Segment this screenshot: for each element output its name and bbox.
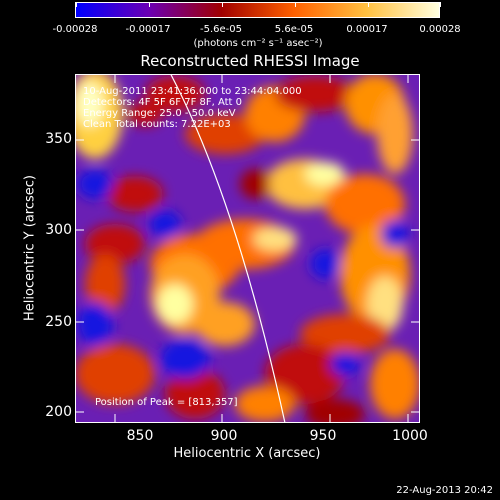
negative-blob: [160, 339, 210, 379]
generation-date: 22-Aug-2013 20:42: [396, 485, 493, 496]
clean-counts-label: Clean Total counts: 7.22E+03: [83, 119, 231, 130]
colorbar-tick-mark: [295, 2, 296, 7]
emission-blob: [253, 227, 297, 251]
detectors-label: Detectors: 4F 5F 6F 7F 8F, Att 0: [83, 97, 243, 108]
rhessi-image: [75, 74, 420, 423]
x-tick-label: 850: [126, 428, 154, 444]
colorbar-tick-label: -0.00028: [52, 24, 98, 35]
plot-frame: [75, 74, 420, 423]
y-tick-label: 250: [45, 314, 72, 330]
x-axis-label: Heliocentric X (arcsec): [173, 446, 321, 461]
negative-blob: [77, 302, 113, 346]
colorbar-tick-mark: [440, 2, 441, 7]
colorbar-tick-label: -0.00017: [125, 24, 171, 35]
emission-blob: [325, 174, 405, 234]
colorbar-tick-label: 0.00028: [419, 24, 461, 35]
colorbar-units: (photons cm⁻² s⁻¹ asec⁻²): [193, 38, 323, 49]
x-tick-label: 900: [210, 428, 238, 444]
colorbar-tick-mark: [368, 2, 369, 7]
x-tick-label: 950: [309, 428, 337, 444]
emission-blob: [240, 169, 270, 199]
emission-blob: [377, 94, 413, 174]
emission-blob: [75, 344, 155, 404]
emission-blob: [235, 386, 295, 422]
negative-blob: [381, 220, 409, 248]
colorbar-tick-mark: [222, 2, 223, 7]
axis-ticks: [75, 74, 420, 423]
peak-position-label: Position of Peak = [813,357]: [95, 397, 238, 408]
emission-blob: [275, 76, 355, 112]
energy-range-label: Energy Range: 25.0 - 50.0 keV: [83, 108, 236, 119]
y-tick-label: 200: [45, 404, 72, 420]
time-range-label: 10-Aug-2011 23:41:36.000 to 23:44:04.000: [83, 86, 302, 97]
emission-blob: [300, 314, 390, 354]
y-axis-label: Heliocentric Y (arcsec): [22, 175, 38, 321]
emission-blob: [85, 224, 145, 264]
emission-blob: [107, 176, 163, 212]
colorbar: [75, 2, 441, 18]
emission-blob: [305, 162, 345, 186]
colorbar-tick-label: -5.6e-05: [200, 24, 242, 35]
negative-blob: [310, 249, 340, 279]
colorbar-tick-mark: [149, 2, 150, 7]
emission-blob: [265, 344, 345, 404]
emission-blob: [305, 399, 365, 423]
emission-blob: [195, 302, 255, 346]
emission-blob: [76, 82, 104, 126]
y-tick-label: 300: [45, 222, 72, 238]
emission-blobs: [75, 74, 420, 423]
emission-blob: [370, 349, 420, 419]
y-tick-label: 350: [45, 131, 72, 147]
emission-blob: [127, 102, 163, 126]
solar-limb-line: [169, 74, 286, 423]
colorbar-tick-label: 0.00017: [346, 24, 388, 35]
emission-blob: [185, 114, 265, 154]
colorbar-tick-label: 5.6e-05: [274, 24, 314, 35]
emission-blob: [367, 276, 403, 332]
negative-blob: [77, 169, 113, 199]
image-title: Reconstructed RHESSI Image: [140, 52, 360, 70]
emission-blob: [157, 284, 193, 324]
image-plot: 10-Aug-2011 23:41:36.000 to 23:44:04.000…: [75, 74, 420, 423]
negative-blob: [330, 352, 360, 376]
colorbar-tick-mark: [76, 2, 77, 7]
emission-blob: [165, 369, 225, 419]
negative-blob: [149, 210, 181, 238]
x-tick-label: 1000: [392, 428, 428, 444]
emission-blob: [145, 76, 205, 112]
emission-blob: [85, 254, 125, 314]
